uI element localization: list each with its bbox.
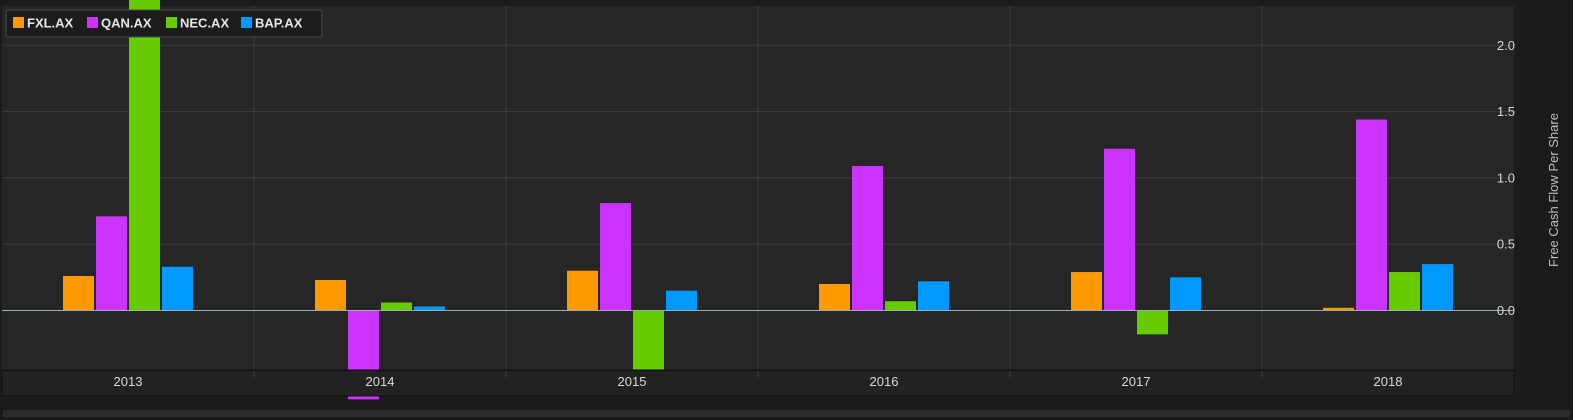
x-tick-label: 2014 bbox=[366, 374, 395, 389]
bottom-scrollbar[interactable] bbox=[1, 408, 1572, 419]
bar-nec-ax-2018[interactable] bbox=[1389, 272, 1420, 311]
bar-bap-ax-2015[interactable] bbox=[666, 290, 697, 311]
legend: FXL.AX QAN.AX NEC.AX BAP.AX bbox=[5, 9, 323, 38]
bar-bap-ax-2014[interactable] bbox=[414, 306, 445, 311]
bar-fxl-ax-2013[interactable] bbox=[63, 276, 94, 311]
legend-box bbox=[5, 9, 323, 38]
legend-label[interactable]: QAN.AX bbox=[101, 16, 152, 31]
bar-bap-ax-2017[interactable] bbox=[1170, 277, 1201, 311]
bar-qan-ax-2015[interactable] bbox=[600, 203, 631, 311]
legend-swatch bbox=[166, 17, 177, 28]
legend-swatch bbox=[241, 17, 252, 28]
vertical-gridlines bbox=[253, 6, 1263, 370]
x-tick-label: 2013 bbox=[114, 374, 143, 389]
y-axis-title: Free Cash Flow Per Share bbox=[1546, 113, 1561, 267]
bar-nec-ax-2016[interactable] bbox=[885, 301, 916, 311]
bar-bap-ax-2016[interactable] bbox=[918, 281, 949, 311]
bar-nec-ax-2017[interactable] bbox=[1137, 310, 1168, 335]
y-tick-label: 2.0 bbox=[1497, 38, 1515, 53]
bar-nec-ax-2013[interactable] bbox=[129, 0, 160, 311]
x-axis-ticks: 2013 2014 2015 2016 2017 2018 bbox=[114, 371, 1403, 389]
legend-swatch bbox=[13, 17, 24, 28]
bar-nec-ax-2014[interactable] bbox=[381, 302, 412, 311]
legend-swatch bbox=[87, 17, 98, 28]
bar-fxl-ax-2018[interactable] bbox=[1323, 307, 1354, 311]
y-tick-label: 0.5 bbox=[1497, 237, 1515, 252]
x-tick-label: 2017 bbox=[1122, 374, 1151, 389]
bar-qan-ax-2017[interactable] bbox=[1104, 148, 1135, 311]
bar-bap-ax-2018[interactable] bbox=[1422, 264, 1453, 311]
bar-bap-ax-2013[interactable] bbox=[162, 266, 193, 311]
legend-label[interactable]: BAP.AX bbox=[255, 16, 303, 31]
bar-qan-ax-2018[interactable] bbox=[1356, 119, 1387, 311]
x-tick-label: 2018 bbox=[1374, 374, 1403, 389]
bar-fxl-ax-2017[interactable] bbox=[1071, 272, 1102, 311]
y-tick-label: 1.5 bbox=[1497, 104, 1515, 119]
bar-fxl-ax-2014[interactable] bbox=[315, 280, 346, 311]
bar-fxl-ax-2015[interactable] bbox=[567, 270, 598, 311]
bar-fxl-ax-2016[interactable] bbox=[819, 283, 850, 311]
legend-label[interactable]: NEC.AX bbox=[180, 16, 229, 31]
legend-label[interactable]: FXL.AX bbox=[27, 16, 74, 31]
bar-qan-ax-2013[interactable] bbox=[96, 216, 127, 311]
y-tick-label: 0.0 bbox=[1497, 303, 1515, 318]
x-tick-label: 2015 bbox=[618, 374, 647, 389]
y-tick-label: 1.0 bbox=[1497, 170, 1515, 185]
bar-series bbox=[63, 0, 1453, 400]
bar-qan-ax-2016[interactable] bbox=[852, 165, 883, 311]
x-tick-label: 2016 bbox=[870, 374, 899, 389]
